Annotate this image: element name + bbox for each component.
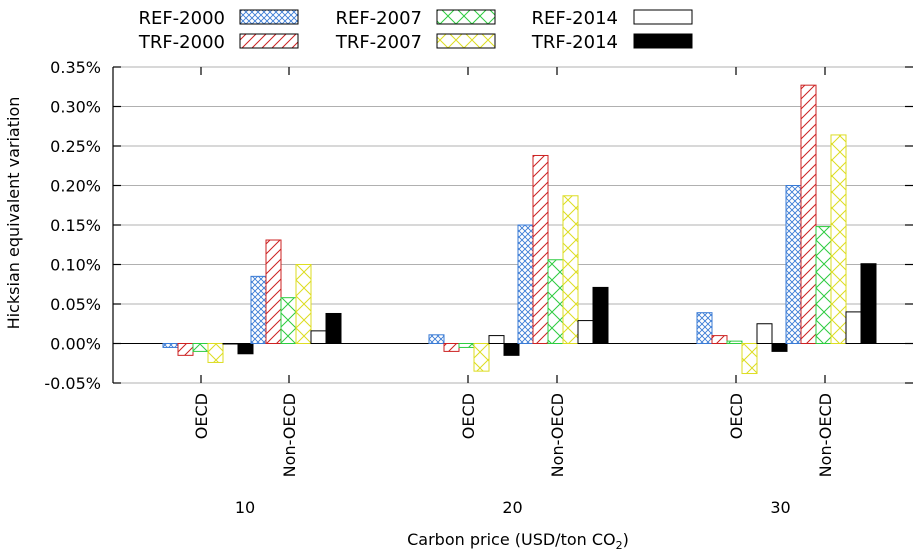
bar-ref-2014-non-oecd (845, 311, 862, 344)
bar-trf-2014-oecd (771, 343, 788, 352)
y-tick-label: 0.20% (50, 177, 101, 196)
legend-label: REF-2014 (531, 8, 618, 29)
bar-trf-2007-oecd (207, 343, 224, 363)
bar-trf-2007-non-oecd (830, 134, 847, 344)
y-tick-label: 0.25% (50, 137, 101, 156)
legend-swatch (633, 9, 693, 25)
legend-swatch (436, 33, 496, 49)
bar-ref-2014-non-oecd (577, 320, 594, 344)
legend: REF-2000 TRF-2000 REF-2007 TRF-2007 REF-2014… (138, 8, 693, 53)
bar-trf-2014-non-oecd (592, 286, 609, 345)
legend-swatch (239, 33, 299, 49)
y-tick-label: 0.35% (50, 58, 101, 77)
bar-ref-2014-oecd (756, 323, 773, 344)
bar-trf-2000-non-oecd (265, 239, 282, 344)
bar-trf-2000-oecd (443, 343, 460, 352)
bar-ref-2014-oecd (488, 335, 505, 345)
legend-swatch (239, 9, 299, 25)
x-region-label: Non-OECD (548, 393, 567, 477)
x-region-label: OECD (192, 393, 211, 439)
bar-ref-2000-oecd (696, 312, 713, 345)
bar-trf-2014-non-oecd (325, 312, 342, 345)
x-carbon-price-label: 10 (235, 498, 255, 517)
bar-ref-2000-oecd (162, 343, 179, 348)
bar-ref-2000-non-oecd (250, 275, 267, 345)
y-tick-labels: -0.05% 0.00% 0.05% 0.10% 0.15% 0.20% 0.25% 0.30… (44, 58, 101, 393)
axes (112, 66, 913, 384)
legend-label: REF-2007 (335, 8, 422, 29)
bars (162, 84, 877, 375)
bar-trf-2014-oecd (503, 343, 520, 356)
legend-label: TRF-2014 (531, 32, 618, 53)
bar-ref-2014-oecd (222, 343, 239, 345)
y-tick-label: 0.00% (50, 335, 101, 354)
bar-trf-2007-oecd (473, 343, 490, 372)
x-carbon-price-label: 20 (502, 498, 522, 517)
y-axis-label: Hicksian equivalent variation (4, 97, 23, 330)
y-tick-label: 0.30% (50, 98, 101, 117)
legend-label: REF-2000 (138, 8, 225, 29)
y-tick-label: -0.05% (44, 374, 101, 393)
bar-ref-2007-oecd (192, 343, 209, 352)
x-region-label: Non-OECD (280, 393, 299, 477)
bar-trf-2000-oecd (711, 335, 728, 345)
bar-ref-2007-non-oecd (547, 259, 564, 345)
bar-ref-2007-non-oecd (280, 297, 297, 344)
bar-trf-2000-non-oecd (532, 154, 549, 344)
x-region-label: Non-OECD (816, 393, 835, 477)
bar-trf-2014-oecd (237, 343, 254, 355)
bar-ref-2014-non-oecd (310, 330, 327, 344)
bar-ref-2007-oecd (458, 343, 475, 348)
y-tick-label: 0.10% (50, 256, 101, 275)
x-carbon-price-label: 30 (770, 498, 790, 517)
bar-ref-2000-non-oecd (517, 224, 534, 344)
legend-swatch (436, 9, 496, 25)
legend-label: TRF-2000 (138, 32, 225, 53)
bar-trf-2007-non-oecd (562, 195, 579, 344)
bar-trf-2000-non-oecd (800, 84, 817, 344)
x-axis-label: Carbon price (USD/ton CO2) (407, 530, 629, 552)
x-axis-label-close: ) (623, 530, 629, 549)
bar-ref-2007-non-oecd (815, 226, 832, 344)
bar-trf-2000-oecd (177, 343, 194, 356)
x-region-label: OECD (727, 393, 746, 439)
legend-label: TRF-2007 (335, 32, 422, 53)
bar-ref-2000-oecd (428, 334, 445, 344)
bar-trf-2014-non-oecd (860, 263, 877, 344)
bar-ref-2007-oecd (726, 340, 743, 345)
y-tick-label: 0.05% (50, 295, 101, 314)
x-axis-label-subscript: 2 (616, 539, 623, 552)
bar-ref-2000-non-oecd (785, 185, 802, 344)
x-category-labels: OECD Non-OECD 10 OECD Non-OECD 20 OECD Non-OECD… (192, 393, 835, 517)
bar-trf-2007-non-oecd (295, 264, 312, 344)
x-region-label: OECD (459, 393, 478, 439)
legend-swatch (633, 33, 693, 49)
bar-trf-2007-oecd (741, 343, 758, 375)
x-axis-label-main: Carbon price (USD/ton CO (407, 530, 616, 549)
y-tick-label: 0.15% (50, 216, 101, 235)
